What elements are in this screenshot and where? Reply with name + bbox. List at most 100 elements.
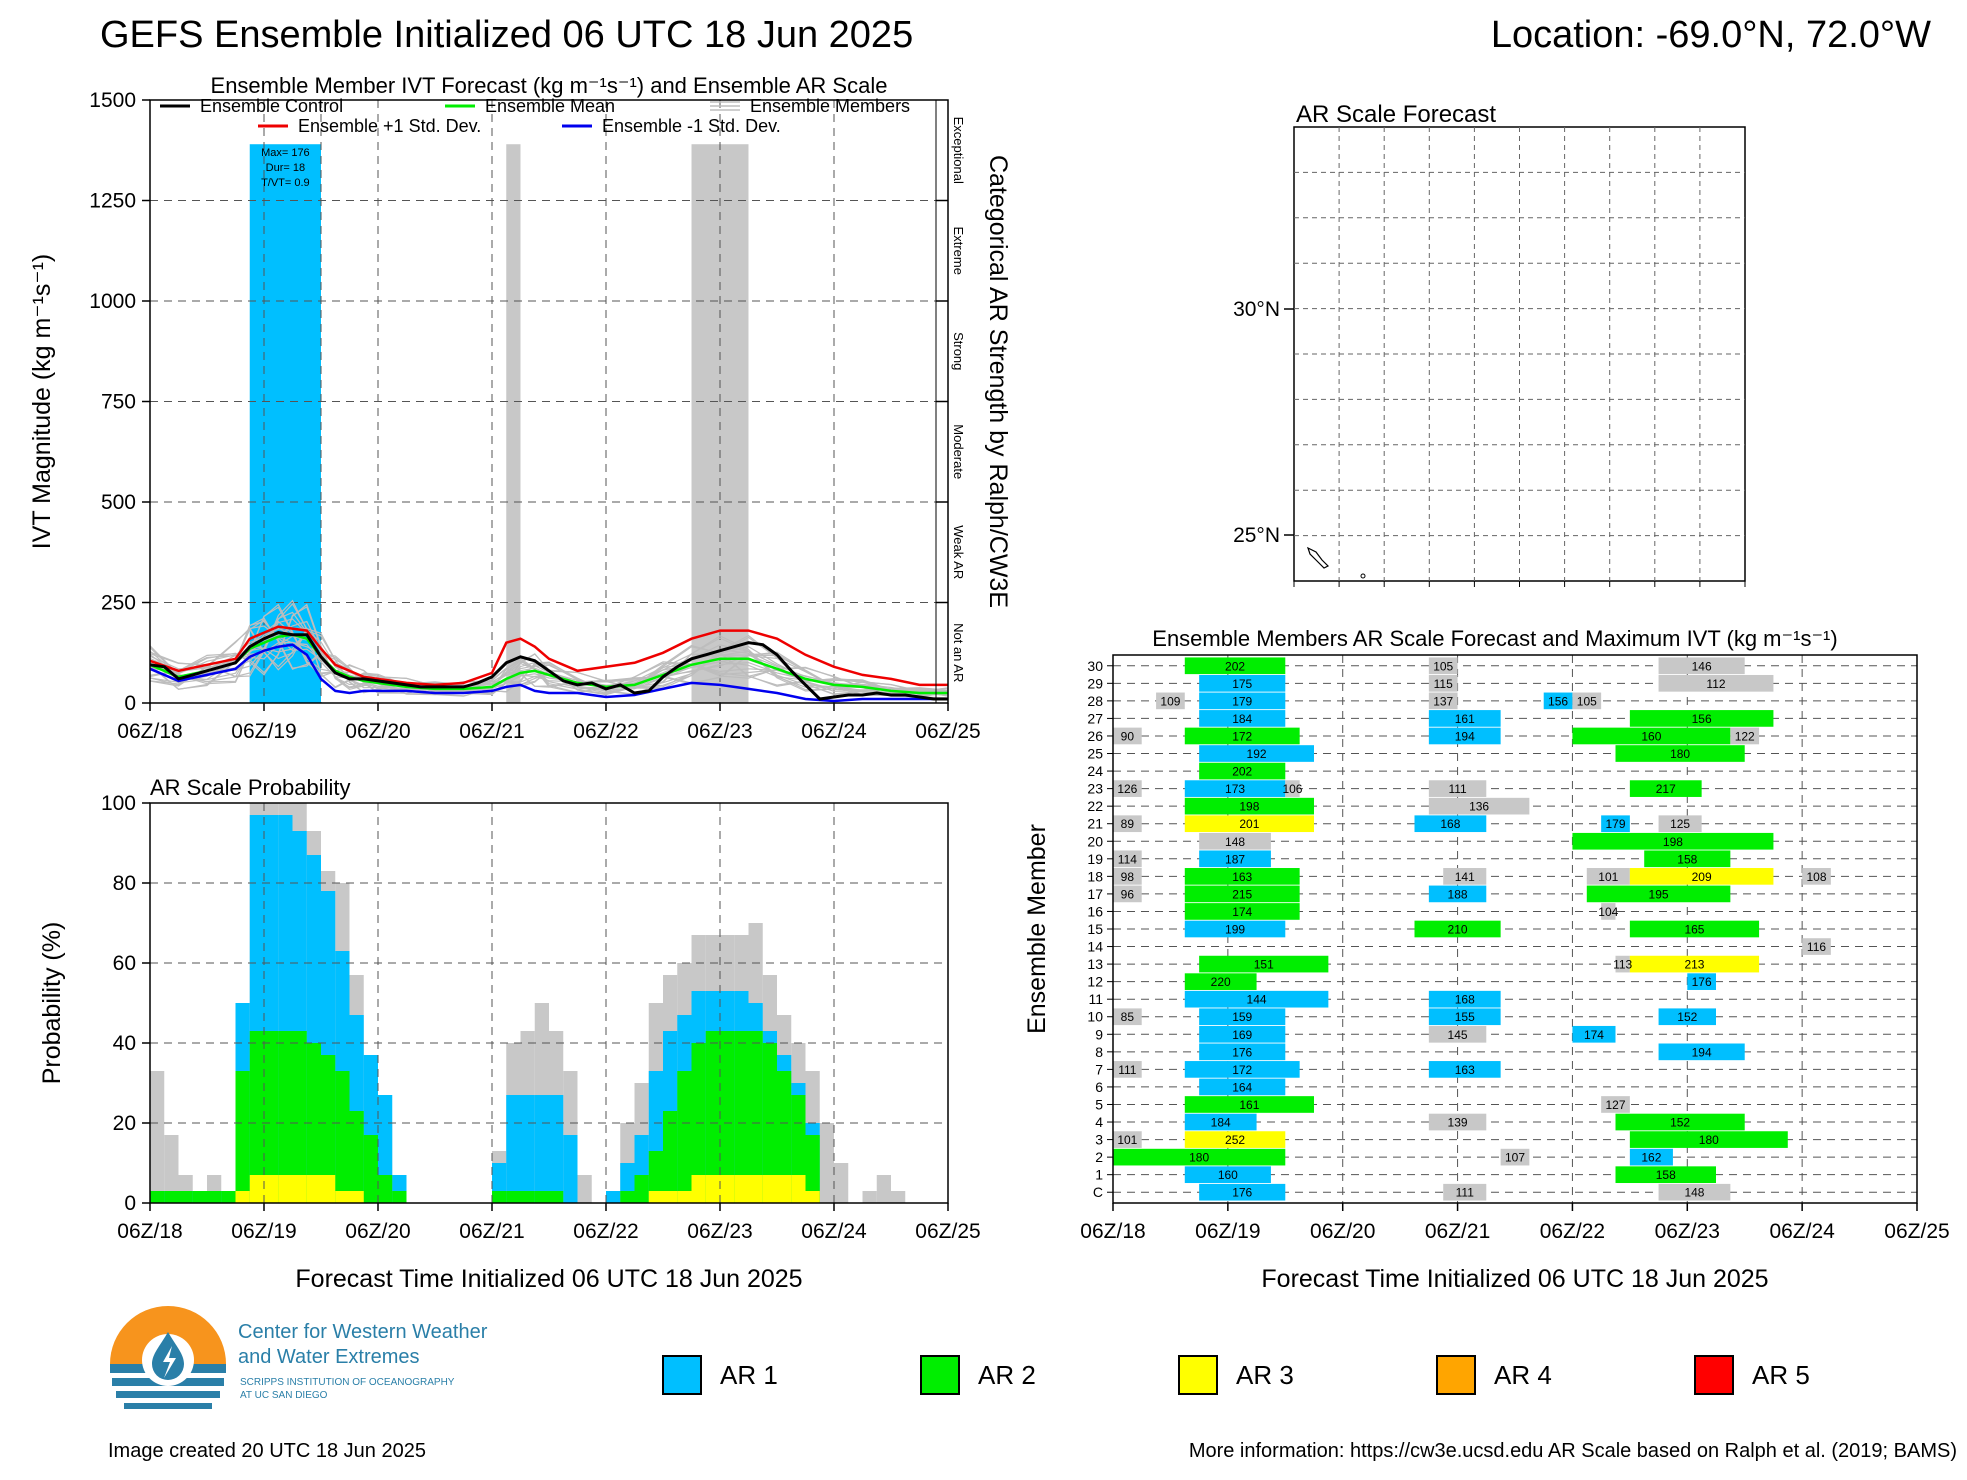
member-bar-label: 174 <box>1232 905 1252 919</box>
member-y-axis-label: Ensemble Member <box>1023 824 1051 1034</box>
prob-bar <box>577 1175 592 1203</box>
member-ar-bar <box>1428 1008 1501 1026</box>
legend-ar1-swatch <box>662 1355 702 1395</box>
ivt-series-line <box>149 625 948 687</box>
prob-bar <box>563 1135 578 1203</box>
member-ar-bar <box>1615 745 1745 762</box>
prob-xtick-label: 06Z/25 <box>915 1220 980 1243</box>
member-ar-bar <box>1113 868 1142 885</box>
prob-ytick-label: 80 <box>113 872 136 895</box>
member-ar-bar <box>1113 1148 1286 1166</box>
member-ytick-label: 15 <box>1087 921 1103 937</box>
prob-ytick-label: 100 <box>101 792 136 815</box>
prob-bar <box>748 1031 763 1203</box>
member-bar-label: 162 <box>1641 1151 1661 1165</box>
logo-line-1: Center for Western Weather <box>238 1321 488 1343</box>
member-ytick-label: 21 <box>1087 816 1103 832</box>
prob-bar <box>691 1175 706 1203</box>
member-ytick-label: 8 <box>1095 1044 1103 1060</box>
member-ar-bar <box>1629 710 1774 727</box>
member-ar-bar <box>1629 955 1760 973</box>
logo-line-3b: AT UC SAN DIEGO <box>240 1390 328 1401</box>
prob-bar <box>249 1031 264 1203</box>
member-ar-bar <box>1658 1008 1716 1026</box>
prob-bar <box>720 1175 735 1203</box>
prob-bar <box>306 1175 321 1203</box>
member-ar-bar <box>1629 780 1702 797</box>
member-ar-bar <box>1184 1061 1300 1078</box>
member-bar-label: 144 <box>1247 993 1267 1007</box>
prob-bar <box>492 1191 507 1203</box>
member-ar-bar <box>1428 674 1458 692</box>
member-ar-bar <box>1285 780 1300 797</box>
member-ar-bar <box>1802 868 1831 885</box>
member-bar-label: 172 <box>1232 1063 1252 1077</box>
member-x-axis-label: Forecast Time Initialized 06 UTC 18 Jun … <box>1261 1265 1768 1293</box>
prob-bar <box>164 1191 179 1203</box>
prob-bar <box>520 1191 535 1203</box>
member-xtick-label: 06Z/22 <box>1540 1220 1605 1243</box>
ivt-shaded-period <box>506 144 521 704</box>
prob-bar <box>663 1191 678 1203</box>
prob-bar <box>534 1095 549 1203</box>
member-ytick-label: 4 <box>1095 1114 1103 1130</box>
member-ar-bar <box>1428 1113 1487 1131</box>
member-bar-label: 175 <box>1232 677 1252 691</box>
member-ar-bar <box>1658 657 1745 675</box>
legend-ar4-label: AR 4 <box>1494 1359 1552 1390</box>
member-bar-label: 105 <box>1433 659 1453 673</box>
member-bar-label: 159 <box>1232 1010 1252 1024</box>
ivt-xtick-label: 06Z/22 <box>573 720 638 743</box>
member-bar-label: 98 <box>1121 870 1135 884</box>
member-ar-bar <box>1199 1078 1286 1096</box>
ivt-xtick-label: 06Z/24 <box>801 720 867 743</box>
map-lat-label: 25°N <box>1233 524 1280 547</box>
member-ar-bar <box>1572 727 1731 745</box>
member-ar-bar <box>1184 797 1314 815</box>
member-ar-bar <box>1184 780 1286 797</box>
member-bar-label: 179 <box>1232 694 1252 708</box>
legend-ar5: AR 5 <box>1694 1353 1810 1397</box>
member-bar-label: 180 <box>1670 747 1690 761</box>
member-bar-label: 101 <box>1117 1133 1137 1147</box>
ivt-chart-title: Ensemble Member IVT Forecast (kg m⁻¹s⁻¹)… <box>211 73 888 98</box>
prob-bar <box>534 1191 549 1203</box>
member-ar-bar <box>1113 727 1142 745</box>
member-bar-label: 169 <box>1232 1028 1252 1042</box>
member-ar-bar <box>1184 657 1286 675</box>
member-bar-label: 122 <box>1735 729 1755 743</box>
member-ytick-label: 1 <box>1095 1167 1103 1183</box>
prob-bar <box>720 1031 735 1203</box>
member-bar-label: 155 <box>1455 1010 1475 1024</box>
prob-bar <box>378 1175 393 1203</box>
member-ytick-label: 18 <box>1087 868 1103 884</box>
ivt-xtick-label: 06Z/21 <box>459 720 524 743</box>
prob-bar <box>648 1191 663 1203</box>
member-ar-bar <box>1658 674 1774 692</box>
member-bar-label: 194 <box>1692 1045 1712 1059</box>
member-ar-bar <box>1414 815 1487 833</box>
member-bar-label: 192 <box>1247 747 1267 761</box>
member-ytick-label: 24 <box>1087 763 1103 779</box>
prob-bar <box>278 1175 293 1203</box>
member-bar-label: 105 <box>1577 694 1597 708</box>
legend-ar2-label: AR 2 <box>978 1359 1036 1390</box>
logo-line-2: and Water Extremes <box>238 1346 420 1368</box>
member-ar-bar <box>1199 1025 1286 1043</box>
member-bar-label: 187 <box>1225 852 1245 866</box>
legend-ar2-swatch <box>920 1355 960 1395</box>
member-ar-bar <box>1572 832 1774 850</box>
member-bar-label: 146 <box>1692 659 1712 673</box>
prob-bar <box>606 1191 621 1203</box>
member-ar-bar <box>1615 955 1630 973</box>
ivt-series-line <box>149 633 948 695</box>
prob-bar <box>549 1191 564 1203</box>
member-ytick-label: 9 <box>1095 1026 1103 1042</box>
prob-bar <box>392 1191 407 1203</box>
member-ytick-label: 6 <box>1095 1079 1103 1095</box>
member-bar-label: 107 <box>1505 1151 1525 1165</box>
prob-bar <box>207 1191 222 1203</box>
member-bar-label: 215 <box>1232 887 1252 901</box>
ivt-ytick-label: 750 <box>101 391 136 414</box>
